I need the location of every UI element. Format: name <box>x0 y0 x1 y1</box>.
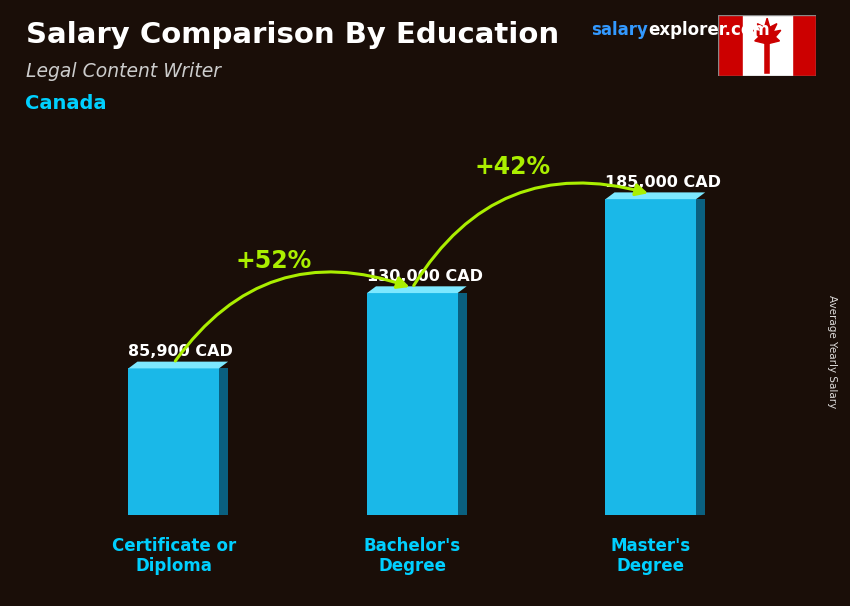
Text: Canada: Canada <box>26 94 107 113</box>
Text: Legal Content Writer: Legal Content Writer <box>26 62 220 81</box>
Polygon shape <box>696 199 706 515</box>
Text: explorer.com: explorer.com <box>649 21 770 39</box>
Text: +42%: +42% <box>474 155 551 179</box>
Text: Salary Comparison By Education: Salary Comparison By Education <box>26 21 558 49</box>
Polygon shape <box>605 192 705 199</box>
Text: 185,000 CAD: 185,000 CAD <box>605 175 722 190</box>
Polygon shape <box>128 362 228 368</box>
Text: +52%: +52% <box>235 248 312 273</box>
Text: 130,000 CAD: 130,000 CAD <box>367 268 483 284</box>
Text: salary: salary <box>591 21 648 39</box>
Polygon shape <box>128 368 219 515</box>
Bar <box>791 15 816 76</box>
Polygon shape <box>457 293 467 515</box>
Text: Average Yearly Salary: Average Yearly Salary <box>827 295 837 408</box>
Polygon shape <box>367 293 457 515</box>
Polygon shape <box>753 18 781 44</box>
Text: 85,900 CAD: 85,900 CAD <box>128 344 233 359</box>
Polygon shape <box>219 368 228 515</box>
Polygon shape <box>367 286 467 293</box>
Bar <box>718 15 743 76</box>
Bar <box>743 15 791 76</box>
Polygon shape <box>605 199 696 515</box>
